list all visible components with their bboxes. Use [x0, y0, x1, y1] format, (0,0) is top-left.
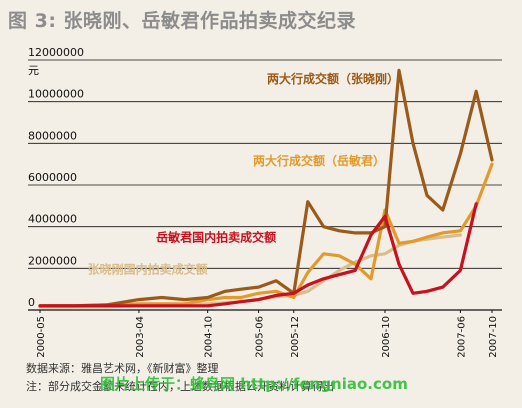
y-tick-label: 10000000: [28, 88, 84, 101]
series-label: 张晓刚国内拍卖成交额: [88, 262, 208, 277]
y-tick-label: 6000000: [28, 171, 77, 184]
y-axis-label: 元: [28, 64, 39, 77]
x-axis-ticks: 2000-05 2003-04 2004-10 2005-06 2005-12 2006-…: [36, 310, 499, 358]
series-line-0: [38, 68, 494, 308]
series-line-1: [38, 162, 494, 308]
series-label: 两大行成交额（张晓刚）: [267, 71, 399, 86]
y-tick-label: 0: [28, 296, 35, 309]
x-tick-label: 2005-12: [290, 316, 301, 358]
y-tick-label: 8000000: [28, 129, 77, 142]
y-tick-label: 2000000: [28, 254, 77, 267]
x-tick-label: 2007-10: [488, 316, 499, 358]
series-label: 两大行成交额（岳敏君）: [253, 153, 385, 168]
x-tick-label: 2003-04: [135, 316, 146, 358]
watermark: 图片上传于：蜂鸟网 http://fengniao.com: [100, 375, 408, 393]
source-note: 数据来源：雅昌艺术网，《新财富》整理: [26, 362, 219, 375]
x-tick-label: 2005-06: [255, 316, 266, 358]
x-tick-label: 2006-10: [381, 316, 392, 358]
y-axis-ticks: 0 2000000 4000000 6000000 8000000 10000000 120…: [28, 46, 84, 309]
x-tick-label: 2004-10: [204, 316, 215, 358]
remark-note: 注：部分成交金额未统计在内，上述数据根据公开资料计算得出: [26, 380, 334, 393]
x-tick-label: 2007-06: [456, 316, 467, 358]
series-labels: 两大行成交额（张晓刚） 两大行成交额（岳敏君） 岳敏君国内拍卖成交额张晓刚国内拍卖成…: [88, 71, 399, 277]
y-tick-label: 4000000: [28, 213, 77, 226]
series-lines: [38, 68, 494, 309]
chart-title: 图 3: 张晓刚、岳敏君作品拍卖成交纪录: [8, 10, 357, 32]
y-tick-label: 12000000: [28, 46, 84, 59]
chart: 0 2000000 4000000 6000000 8000000 10000000 120…: [28, 46, 502, 358]
series-label: 岳敏君国内拍卖成交额: [156, 229, 276, 244]
x-tick-label: 2000-05: [36, 316, 47, 358]
series-line-2: [38, 202, 478, 308]
